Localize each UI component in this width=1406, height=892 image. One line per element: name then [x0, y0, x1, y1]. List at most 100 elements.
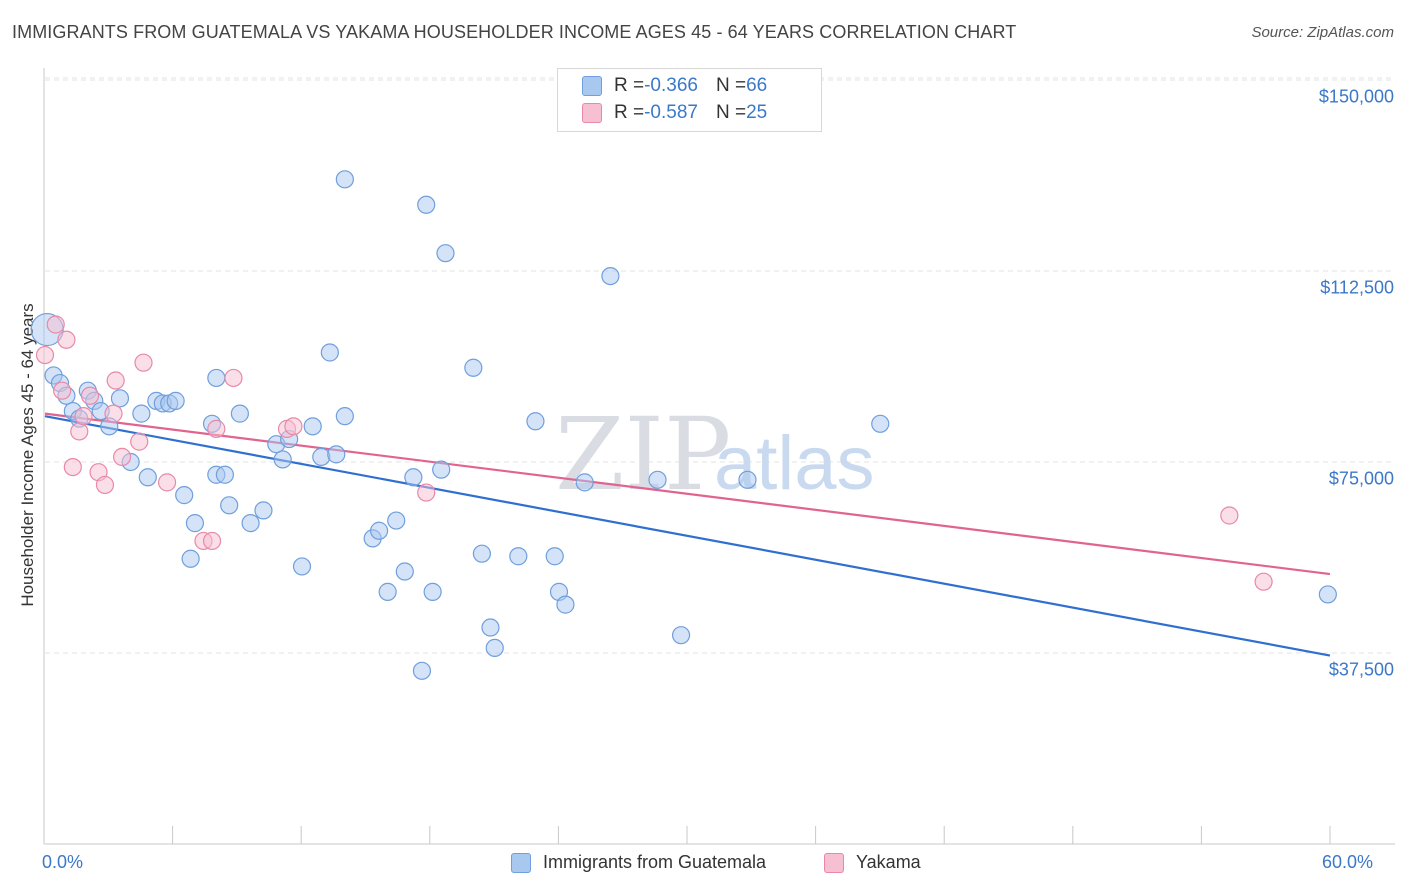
source-label: Source: ZipAtlas.com — [1251, 24, 1394, 41]
guatemala-point — [335, 407, 354, 426]
guatemala-point — [138, 468, 157, 487]
yakama-point — [1254, 572, 1273, 591]
guatemala-point — [185, 514, 205, 533]
yakama-point — [70, 422, 89, 441]
legend-r-value: -0.366 — [644, 75, 698, 96]
guatemala-point — [395, 562, 414, 581]
guatemala-point — [370, 521, 389, 540]
guatemala-point — [312, 447, 331, 467]
guatemala-point — [601, 266, 620, 286]
guatemala-point — [175, 486, 194, 505]
guatemala-point — [671, 626, 691, 645]
x-tick-min: 0.0% — [42, 852, 84, 872]
x-axis — [43, 68, 1395, 845]
guatemala-point — [436, 244, 455, 263]
legend-swatch-guatemala — [511, 852, 531, 873]
yakama-point — [1220, 506, 1239, 525]
stats-legend: R = -0.366 N = 66 R = -0.587 N = 25 — [557, 68, 822, 132]
guatemala-point — [215, 465, 234, 484]
legend-label-guatemala: Immigrants from Guatemala — [543, 852, 767, 872]
guatemala-point — [526, 412, 545, 431]
guatemala-point — [241, 514, 260, 533]
watermark: ZIP atlas — [555, 396, 875, 513]
guatemala-point — [556, 595, 575, 614]
legend-item-yakama: Yakama — [824, 852, 921, 873]
yakama-point — [74, 407, 93, 426]
yakama-point — [224, 368, 243, 388]
guatemala-point — [166, 391, 185, 410]
yakama-point — [104, 404, 123, 423]
grid-lines — [45, 77, 1395, 654]
yakama-point — [95, 475, 115, 495]
y-tick-37500: $37,500 — [1328, 659, 1394, 680]
guatemala-point — [303, 417, 322, 436]
y-tick-75000: $75,000 — [1328, 468, 1394, 489]
guatemala-point — [648, 470, 667, 489]
watermark-atlas: atlas — [714, 421, 875, 506]
legend-r-value: -0.587 — [644, 102, 698, 123]
guatemala-point — [545, 547, 564, 566]
guatemala-point — [509, 547, 528, 566]
guatemala-point — [472, 544, 491, 563]
guatemala-point — [181, 549, 200, 568]
guatemala-point — [417, 195, 436, 214]
x-tick-max: 60.0% — [1322, 852, 1374, 872]
guatemala-point — [320, 343, 339, 362]
guatemala-point — [132, 404, 151, 423]
yakama-point — [35, 345, 55, 365]
guatemala-point — [327, 445, 346, 464]
yakama-point — [134, 353, 153, 372]
legend-r-label: R = — [614, 102, 645, 123]
guatemala-point — [871, 414, 890, 433]
legend-n-value: 66 — [746, 75, 768, 96]
trend-lines — [44, 412, 1331, 657]
y-tick-150000: $150,000 — [1318, 86, 1394, 107]
chart-title: IMMIGRANTS FROM GUATEMALA VS YAKAMA HOUS… — [12, 22, 1017, 42]
trend-line-guatemala — [44, 415, 1331, 657]
guatemala-point — [110, 389, 130, 408]
legend-item-guatemala: Immigrants from Guatemala — [511, 852, 766, 873]
guatemala-point — [335, 170, 354, 189]
yakama-point — [112, 447, 132, 467]
guatemala-point — [464, 358, 483, 377]
guatemala-point — [738, 470, 757, 489]
legend-n-label: N = — [715, 102, 747, 123]
legend-r-label: R = — [614, 75, 645, 96]
yakama-point — [130, 432, 149, 451]
yakama-point — [80, 386, 100, 405]
guatemala-point — [273, 450, 292, 469]
yakama-point — [63, 457, 82, 477]
guatemala-point — [575, 473, 594, 492]
y-tick-112500: $112,500 — [1320, 277, 1394, 298]
guatemala-point — [485, 638, 504, 658]
guatemala-point — [378, 582, 397, 601]
yakama-point — [202, 531, 222, 551]
legend-swatch-yakama — [824, 852, 844, 873]
guatemala-point — [220, 496, 239, 515]
watermark-zip: ZIP — [555, 396, 731, 513]
legend-swatch-guatemala — [582, 76, 602, 96]
guatemala-point — [387, 511, 406, 530]
yakama-point — [57, 330, 76, 349]
legend-swatch-yakama — [582, 103, 602, 123]
guatemala-point — [292, 557, 312, 576]
legend-label-yakama: Yakama — [856, 852, 921, 872]
yakama-point — [157, 473, 177, 492]
yakama-point — [284, 417, 303, 436]
legend-row-guatemala: R = -0.366 N = 66 — [582, 74, 767, 98]
yakama-point — [46, 315, 65, 334]
guatemala-point — [404, 468, 423, 487]
guatemala-point — [423, 582, 442, 601]
legend-n-value: 25 — [746, 102, 768, 123]
trend-line-yakama — [44, 412, 1331, 576]
guatemala-point — [432, 460, 451, 479]
guatemala-point — [207, 368, 226, 388]
guatemala-point — [1318, 585, 1337, 604]
yakama-point — [207, 419, 226, 438]
guatemala-point — [412, 661, 432, 680]
legend-row-yakama: R = -0.587 N = 25 — [582, 101, 767, 125]
yakama-point — [417, 483, 436, 502]
data-points — [30, 170, 1337, 680]
yakama-point — [106, 371, 125, 390]
